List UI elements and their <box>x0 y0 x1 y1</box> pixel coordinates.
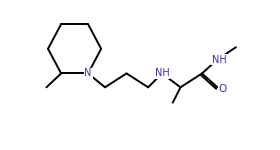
Text: N: N <box>84 68 92 78</box>
Text: NH: NH <box>155 68 169 78</box>
Text: NH: NH <box>212 55 226 65</box>
Text: O: O <box>219 84 227 94</box>
